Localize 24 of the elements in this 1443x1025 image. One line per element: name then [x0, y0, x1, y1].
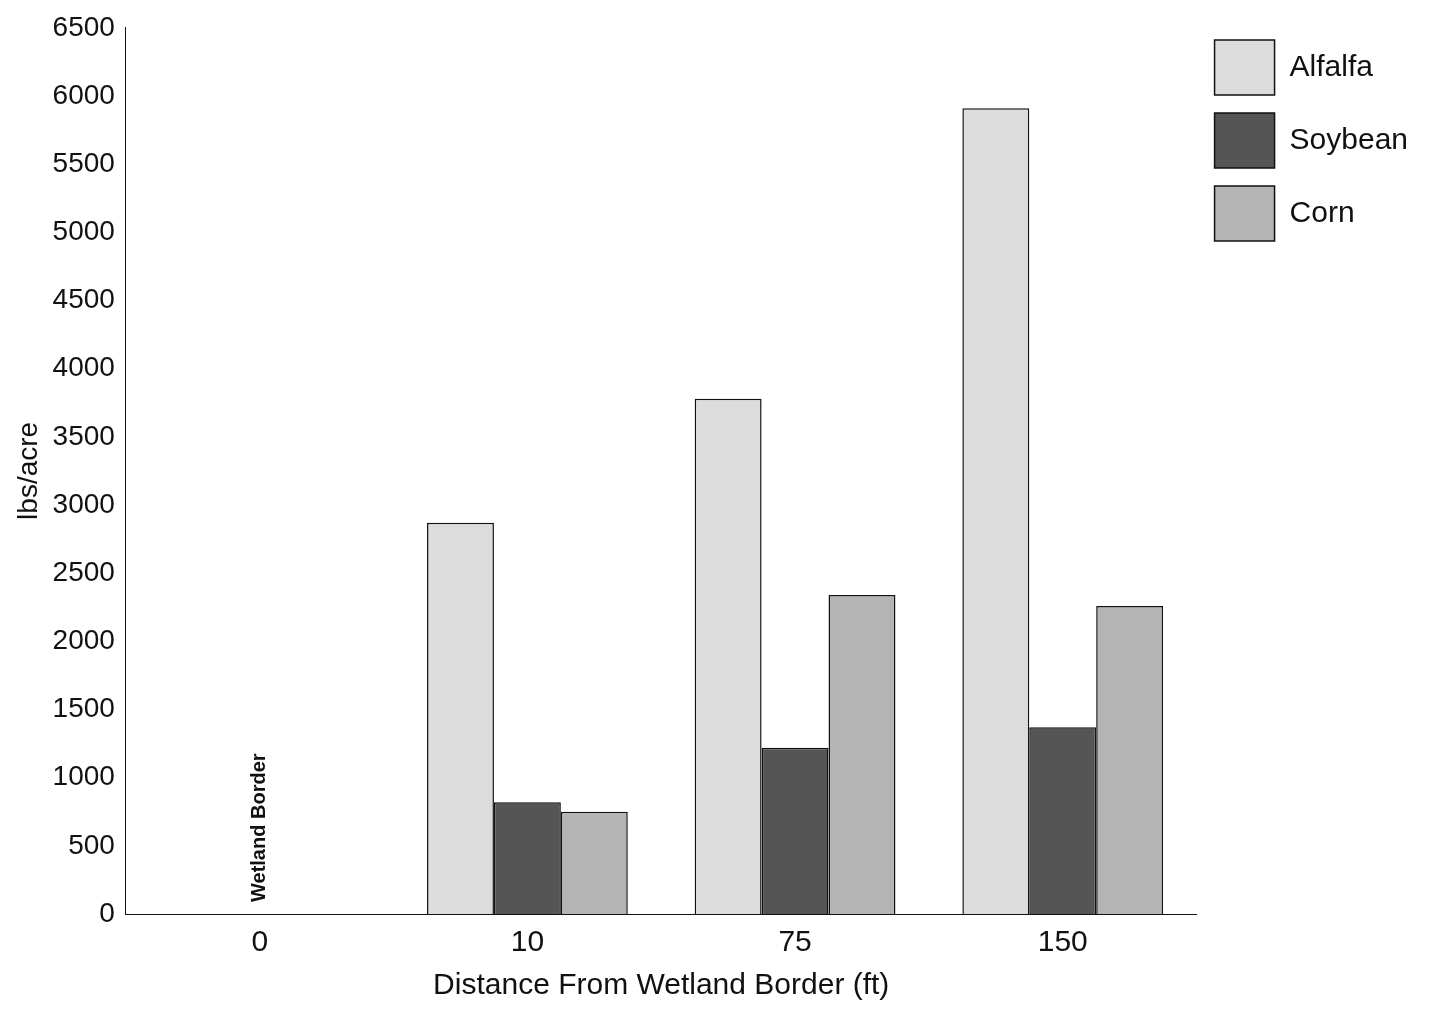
y-tick-label: 2500 [52, 555, 115, 587]
y-tick-label: 500 [68, 828, 115, 860]
legend-label: Alfalfa [1289, 48, 1374, 82]
y-tick-label: 4000 [52, 351, 115, 383]
x-axis-title: Distance From Wetland Border (ft) [433, 967, 890, 1001]
y-tick-label: 1000 [52, 760, 115, 792]
x-tick-label: 10 [510, 924, 545, 958]
annotation: Wetland Border [247, 753, 270, 902]
y-tick-label: 6000 [52, 78, 115, 110]
y-tick-label: 4500 [52, 283, 115, 315]
x-tick-label: 75 [778, 924, 812, 958]
y-tick-label: 1500 [52, 692, 115, 724]
y-tick-label: 6500 [52, 10, 115, 42]
y-tick-label: 5000 [52, 215, 115, 247]
y-tick-label: 0 [99, 896, 115, 928]
y-tick-label: 3000 [52, 487, 115, 519]
legend-label: Soybean [1289, 121, 1408, 155]
y-tick-label: 2000 [52, 624, 115, 656]
y-tick-label: 3500 [52, 419, 115, 451]
x-tick-label: 0 [251, 924, 269, 958]
x-tick-label: 150 [1037, 924, 1088, 958]
y-axis-title: lbs/acre [11, 421, 43, 520]
y-tick-label: 5500 [52, 146, 115, 178]
legend-label: Corn [1289, 194, 1355, 228]
